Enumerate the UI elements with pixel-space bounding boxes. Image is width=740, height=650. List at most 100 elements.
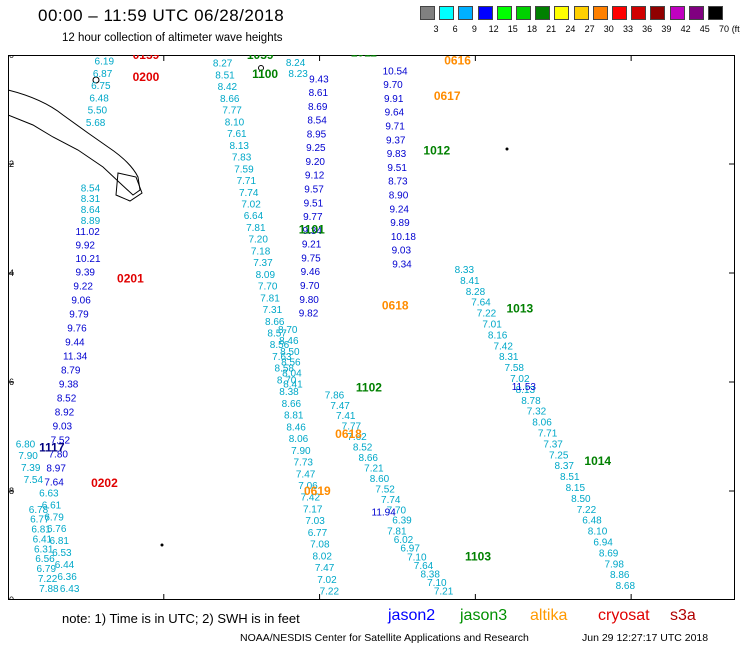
- wave-height-value: 7.02: [317, 575, 337, 586]
- pass-time-label: 1012: [423, 143, 450, 157]
- wave-height-value: 8.56: [270, 340, 290, 351]
- wave-height-value: 6.76: [47, 524, 67, 535]
- wave-height-value: 9.51: [387, 163, 407, 174]
- wave-height-value: 8.10: [588, 527, 608, 538]
- wave-height-value: 7.37: [543, 439, 563, 450]
- wave-height-value: 6.79: [37, 564, 57, 575]
- wave-height-value: 8.31: [81, 194, 101, 205]
- wave-height-value: 8.37: [555, 461, 575, 472]
- pass-time-label: 0617: [434, 89, 461, 103]
- legend-label: 12: [488, 24, 499, 34]
- wave-height-value: 5.68: [86, 118, 106, 129]
- wave-height-value: 7.74: [239, 188, 259, 199]
- wave-height-value: 7.02: [510, 374, 530, 385]
- wave-height-value: 5.50: [88, 106, 108, 117]
- wave-height-value: 7.59: [234, 164, 254, 175]
- pass-time-label: 1014: [584, 454, 611, 468]
- map-note: note: 1) Time is in UTC; 2) SWH is in fe…: [62, 611, 300, 626]
- legend-swatch: [708, 6, 723, 20]
- pass-time-label: 1013: [507, 301, 534, 315]
- wave-height-value: 9.20: [306, 157, 326, 168]
- wave-height-value: 8.38: [420, 569, 440, 580]
- wave-height-value: 6.48: [582, 516, 602, 527]
- wave-height-value: 9.91: [384, 94, 404, 105]
- wave-height-value: 7.47: [296, 469, 316, 480]
- legend-swatch: [554, 6, 570, 20]
- wave-height-value: 8.41: [460, 276, 480, 287]
- wave-height-value: 8.27: [213, 59, 233, 70]
- legend-label: 27: [584, 24, 595, 34]
- wave-height-value: 8.16: [488, 330, 508, 341]
- wave-height-value: 9.39: [76, 268, 96, 279]
- wave-height-value: 6.75: [91, 81, 111, 92]
- map-frame: [8, 55, 735, 600]
- legend-swatch: [420, 6, 435, 20]
- wave-height-value: 9.71: [385, 121, 405, 132]
- wave-height-value: 7.64: [414, 561, 434, 572]
- legend-label: 18: [526, 24, 537, 34]
- legend-swatch: [477, 6, 493, 20]
- wave-height-value: 8.41: [283, 379, 303, 390]
- wave-height-value: 7.54: [24, 475, 44, 486]
- wave-height-value: 9.70: [383, 80, 403, 91]
- wave-height-value: 8.70: [278, 325, 298, 336]
- wave-height-value: 7.37: [253, 258, 273, 269]
- wave-height-value: 6.56: [35, 554, 55, 565]
- legend-label: 33: [622, 24, 633, 34]
- wave-height-value: 8.51: [215, 70, 235, 81]
- wave-height-value: 7.58: [505, 363, 525, 374]
- wave-height-value: 6.97: [400, 544, 420, 555]
- wave-height-value: 7.06: [298, 481, 318, 492]
- legend-label: 42: [680, 24, 691, 34]
- wave-height-value: 7.81: [260, 293, 280, 304]
- pass-time-label: 0200: [133, 70, 160, 84]
- wave-height-value: 7.81: [246, 223, 266, 234]
- wave-height-value: 7.70: [387, 505, 407, 516]
- legend-swatch: [592, 6, 608, 20]
- lat-label: -20: [8, 55, 14, 60]
- page-title: 00:00 – 11:59 UTC 06/28/2018: [38, 6, 285, 25]
- wave-height-value: 8.78: [521, 396, 541, 407]
- wave-height-value: 8.02: [312, 551, 332, 562]
- wave-height-value: 9.46: [301, 267, 321, 278]
- legend-label: 9: [471, 24, 477, 34]
- wave-height-value: 7.90: [291, 446, 311, 457]
- wave-height-value: 8.13: [229, 141, 249, 152]
- wave-height-value: 6.87: [93, 69, 113, 80]
- legend-label: 45: [699, 24, 710, 34]
- wave-height-value: 8.46: [286, 422, 306, 433]
- wave-height-value: 6.39: [392, 516, 412, 527]
- wave-height-value: 10.54: [383, 66, 408, 77]
- legend-swatch: [669, 6, 685, 20]
- satellite-altika: altika: [530, 607, 568, 624]
- wave-height-value: 8.51: [560, 472, 580, 483]
- wave-height-value: 8.81: [284, 411, 304, 422]
- legend-label: 3: [433, 24, 439, 34]
- wave-height-value: 8.97: [46, 464, 66, 475]
- pass-time-label: 0202: [91, 476, 118, 490]
- pass-time-label: 0618: [335, 427, 362, 441]
- wave-height-value: 8.13: [516, 385, 536, 396]
- wave-height-value: 9.37: [386, 135, 406, 146]
- wave-height-value: 9.79: [69, 310, 89, 321]
- wave-height-value: 6.44: [55, 560, 75, 571]
- wave-height-value: 8.58: [275, 364, 295, 375]
- wave-height-value: 9.34: [302, 226, 322, 237]
- wave-height-value: 8.68: [616, 581, 636, 592]
- wave-height-value: 6.19: [95, 57, 115, 68]
- wave-height-value: 8.86: [610, 570, 630, 581]
- wave-height-value: 8.54: [307, 116, 327, 127]
- wave-height-value: 11.02: [76, 227, 101, 238]
- wave-height-value: 10.21: [76, 254, 101, 265]
- wave-height-value: 8.79: [61, 366, 81, 377]
- legend-label: 15: [507, 24, 518, 34]
- wave-height-value: 8.66: [220, 94, 240, 105]
- legend-swatch: [535, 6, 551, 20]
- wave-height-value: 6.80: [16, 439, 36, 450]
- satellite-cryosat: cryosat: [598, 607, 650, 624]
- satellite-s3a: s3a: [670, 607, 696, 624]
- wave-height-value: 7.22: [477, 309, 497, 320]
- wave-height-value: 6.36: [57, 572, 77, 583]
- wave-height-value: 9.24: [390, 204, 410, 215]
